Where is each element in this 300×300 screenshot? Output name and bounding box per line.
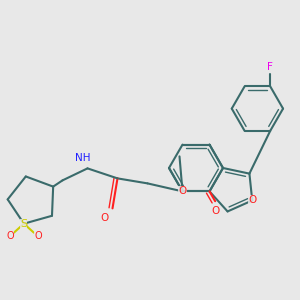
Text: O: O bbox=[178, 186, 187, 197]
Text: O: O bbox=[211, 206, 219, 216]
Text: NH: NH bbox=[75, 153, 90, 164]
Text: O: O bbox=[34, 231, 42, 241]
Text: O: O bbox=[6, 231, 14, 241]
Text: O: O bbox=[248, 196, 256, 206]
Text: F: F bbox=[267, 62, 273, 72]
Text: O: O bbox=[100, 213, 109, 224]
Text: S: S bbox=[20, 219, 27, 229]
